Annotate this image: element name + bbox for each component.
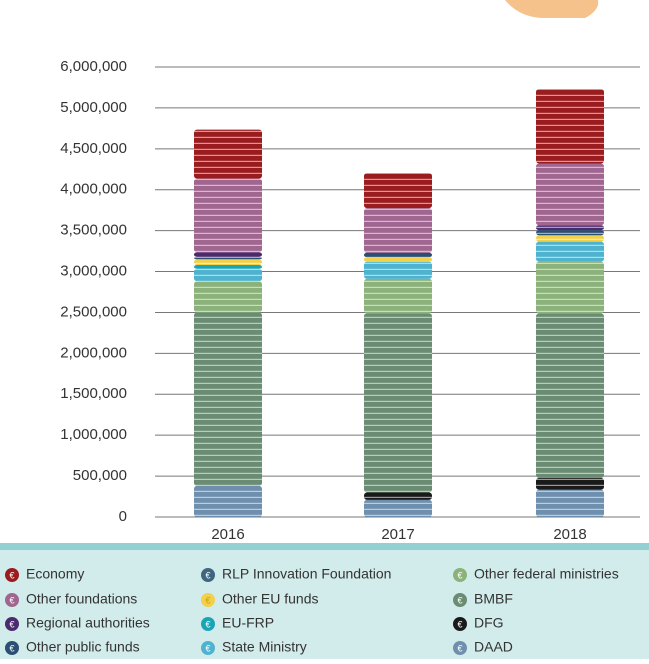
legend-swatch — [453, 568, 467, 582]
hand-illustration — [505, 0, 599, 18]
coin-texture — [364, 313, 432, 493]
legend-symbol: € — [9, 619, 14, 629]
y-tick-label: 1,000,000 — [60, 426, 127, 443]
legend-label: Economy — [26, 566, 84, 582]
x-tick-label: 2016 — [211, 526, 244, 543]
coin-texture — [194, 281, 262, 313]
legend-label: RLP Innovation Foundation — [222, 566, 391, 582]
legend-symbol: € — [457, 570, 462, 580]
y-tick-label: 2,000,000 — [60, 344, 127, 361]
y-tick-label: 3,500,000 — [60, 222, 127, 239]
coin-texture — [364, 499, 432, 517]
coin-texture — [194, 129, 262, 179]
coin-texture — [364, 252, 432, 258]
coin-texture — [536, 235, 604, 242]
coin-texture — [536, 261, 604, 314]
legend-label: Other public funds — [26, 639, 140, 655]
legend-swatch — [5, 617, 19, 631]
y-tick-label: 4,500,000 — [60, 140, 127, 157]
coin-texture — [536, 225, 604, 231]
coin-texture — [194, 312, 262, 486]
coin-texture — [194, 268, 262, 282]
legend-swatch — [201, 641, 215, 655]
legend-swatch — [453, 593, 467, 607]
legend-background — [0, 543, 649, 659]
legend-label: State Ministry — [222, 639, 307, 655]
coin-texture — [194, 265, 262, 269]
legend-label: DAAD — [474, 639, 513, 655]
legend: € Economy € Other foundations € Regional auth… — [5, 566, 619, 655]
legend-symbol: € — [457, 595, 462, 605]
y-tick-label: 1,500,000 — [60, 385, 127, 402]
y-tick-label: 4,000,000 — [60, 181, 127, 198]
legend-swatch — [453, 617, 467, 631]
coin-texture — [364, 208, 432, 253]
legend-swatch — [201, 617, 215, 631]
legend-symbol: € — [205, 595, 210, 605]
coin-texture — [536, 313, 604, 478]
legend-swatch — [201, 593, 215, 607]
y-tick-label: 6,000,000 — [60, 58, 127, 75]
legend-strip — [0, 543, 649, 550]
legend-label: DFG — [474, 615, 504, 631]
coin-texture — [194, 178, 262, 253]
y-tick-label: 0 — [119, 508, 127, 525]
legend-label: EU-FRP — [222, 615, 274, 631]
x-tick-label: 2018 — [553, 526, 586, 543]
coin-texture — [364, 257, 432, 262]
coin-texture — [194, 485, 262, 517]
legend-label: BMBF — [474, 591, 513, 607]
y-tick-label: 5,000,000 — [60, 99, 127, 116]
legend-swatch — [453, 641, 467, 655]
legend-swatch — [5, 641, 19, 655]
legend-label: Other foundations — [26, 591, 137, 607]
legend-symbol: € — [9, 595, 14, 605]
coin-texture — [364, 172, 432, 209]
legend-swatch — [201, 568, 215, 582]
x-tick-label: 2017 — [381, 526, 414, 543]
coin-texture — [364, 261, 432, 279]
y-tick-label: 500,000 — [73, 467, 127, 484]
legend-symbol: € — [9, 570, 14, 580]
coin-texture — [364, 278, 432, 314]
coin-texture — [536, 163, 604, 226]
y-tick-label: 2,500,000 — [60, 303, 127, 320]
legend-swatch — [5, 568, 19, 582]
legend-swatch — [5, 593, 19, 607]
legend-label: Regional authorities — [26, 615, 150, 631]
coin-texture — [536, 230, 604, 236]
coin-texture — [194, 256, 262, 260]
legend-label: Other EU funds — [222, 591, 319, 607]
coin-texture — [536, 241, 604, 262]
coin-texture — [536, 89, 604, 164]
coin-texture — [364, 492, 432, 500]
legend-symbol: € — [205, 619, 210, 629]
legend-symbol: € — [205, 643, 210, 653]
legend-symbol: € — [457, 619, 462, 629]
legend-symbol: € — [457, 643, 462, 653]
legend-label: Other federal ministries — [474, 566, 619, 582]
legend-symbol: € — [9, 643, 14, 653]
y-tick-label: 3,000,000 — [60, 263, 127, 280]
coin-texture — [194, 259, 262, 265]
coin-texture — [194, 252, 262, 257]
coin-texture — [536, 489, 604, 517]
coin-texture — [536, 477, 604, 490]
legend-symbol: € — [205, 570, 210, 580]
